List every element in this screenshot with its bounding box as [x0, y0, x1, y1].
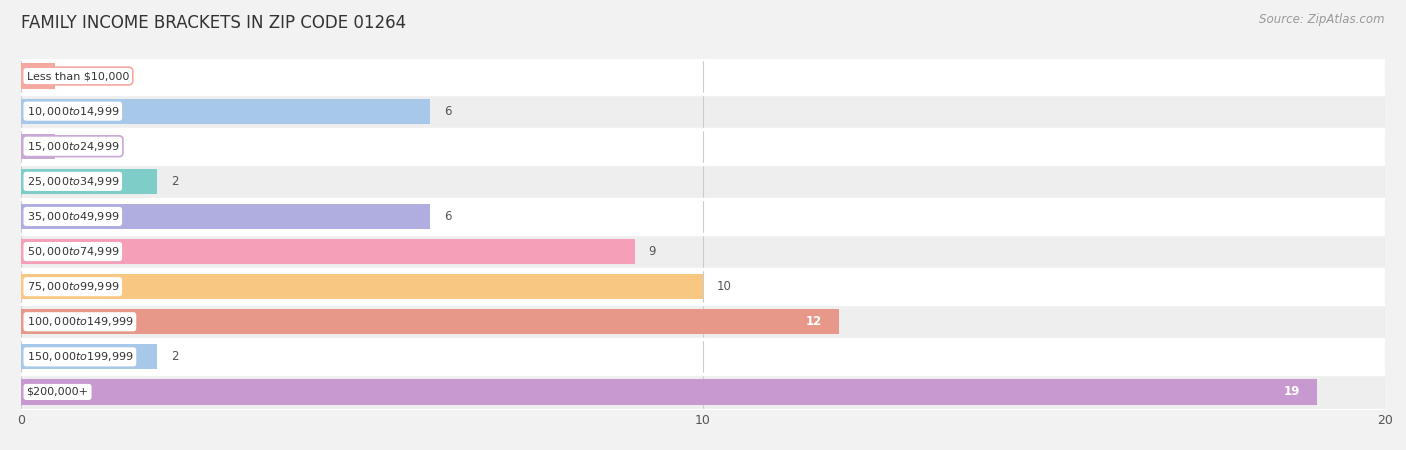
Text: 9: 9	[648, 245, 657, 258]
Bar	[21, 239, 636, 264]
Text: $50,000 to $74,999: $50,000 to $74,999	[27, 245, 120, 258]
Bar	[21, 63, 55, 89]
Text: 10: 10	[717, 280, 731, 293]
Bar	[21, 269, 1385, 304]
Bar	[21, 379, 1317, 405]
Bar	[21, 234, 1385, 269]
Text: FAMILY INCOME BRACKETS IN ZIP CODE 01264: FAMILY INCOME BRACKETS IN ZIP CODE 01264	[21, 14, 406, 32]
Bar	[21, 274, 703, 299]
Text: 12: 12	[806, 315, 823, 328]
Text: 0: 0	[62, 70, 69, 82]
Text: $100,000 to $149,999: $100,000 to $149,999	[27, 315, 134, 328]
Text: $150,000 to $199,999: $150,000 to $199,999	[27, 351, 134, 363]
Bar	[21, 164, 1385, 199]
Bar	[21, 99, 430, 124]
Text: $75,000 to $99,999: $75,000 to $99,999	[27, 280, 120, 293]
Text: $200,000+: $200,000+	[27, 387, 89, 397]
Text: 0: 0	[62, 140, 69, 153]
Bar	[21, 169, 157, 194]
Bar	[21, 204, 430, 229]
Bar	[21, 58, 1385, 94]
Text: 6: 6	[444, 105, 451, 117]
Bar	[21, 199, 1385, 234]
Text: $10,000 to $14,999: $10,000 to $14,999	[27, 105, 120, 117]
Text: 6: 6	[444, 210, 451, 223]
Text: 19: 19	[1284, 386, 1299, 398]
Text: 2: 2	[172, 175, 179, 188]
Bar	[21, 374, 1385, 410]
Text: $25,000 to $34,999: $25,000 to $34,999	[27, 175, 120, 188]
Text: Source: ZipAtlas.com: Source: ZipAtlas.com	[1260, 14, 1385, 27]
Text: $35,000 to $49,999: $35,000 to $49,999	[27, 210, 120, 223]
Bar	[21, 339, 1385, 374]
Text: Less than $10,000: Less than $10,000	[27, 71, 129, 81]
Bar	[21, 94, 1385, 129]
Text: $15,000 to $24,999: $15,000 to $24,999	[27, 140, 120, 153]
Bar	[21, 309, 839, 334]
Bar	[21, 344, 157, 369]
Bar	[21, 304, 1385, 339]
Bar	[21, 134, 55, 159]
Bar	[21, 129, 1385, 164]
Text: 2: 2	[172, 351, 179, 363]
